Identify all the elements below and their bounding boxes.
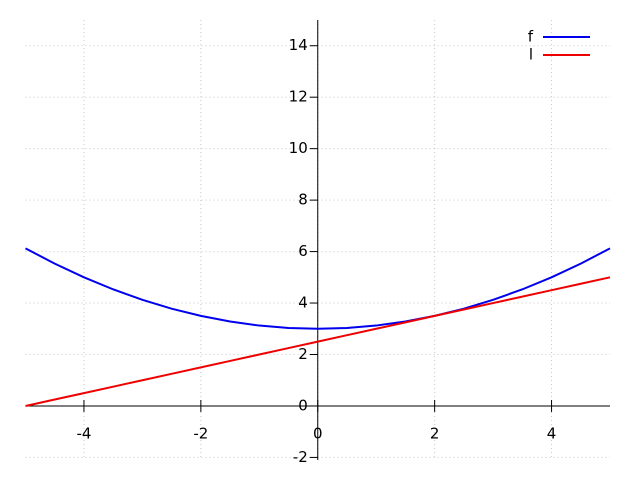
y-tick-label: 6 [298, 242, 308, 260]
y-tick-label: 10 [289, 139, 308, 157]
y-tick-label: 12 [289, 88, 308, 106]
legend-label: l [529, 46, 533, 64]
line-series [25, 247, 611, 330]
y-tick-label: 8 [298, 191, 308, 209]
line-series [25, 276, 611, 407]
y-tick-label: -2 [293, 448, 308, 466]
y-tick-label: 4 [298, 294, 308, 312]
y-tick-label: 0 [298, 396, 308, 414]
x-tick-label: 0 [313, 424, 323, 442]
x-tick-label: -4 [76, 424, 91, 442]
legend-label: f [528, 28, 534, 46]
x-tick-label: 2 [430, 424, 440, 442]
y-tick-label: 14 [289, 36, 308, 54]
x-tick-label: -2 [193, 424, 208, 442]
y-tick-label: 2 [298, 345, 308, 363]
x-tick-label: 4 [547, 424, 557, 442]
